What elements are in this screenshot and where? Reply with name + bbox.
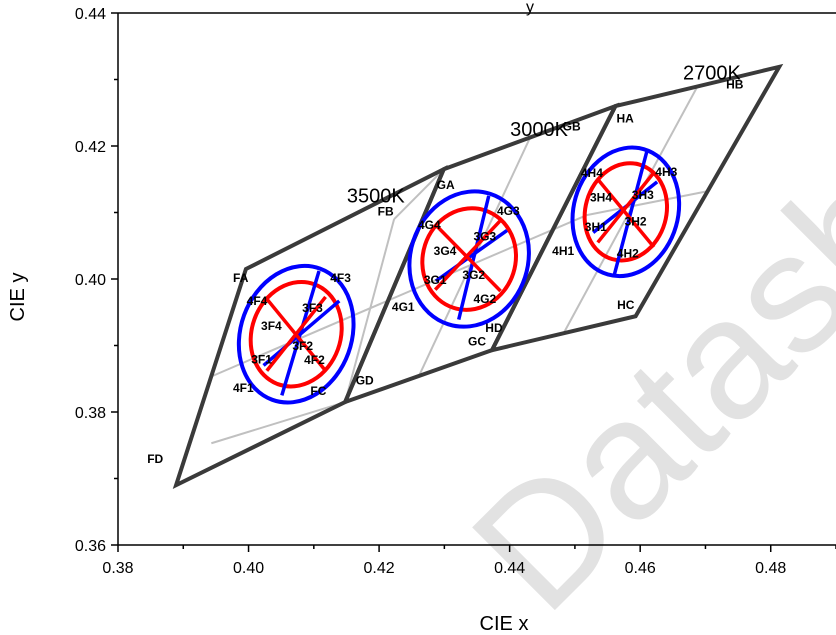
bin-label-3g2: 3G2 [462,268,485,282]
grid-line [210,214,588,378]
outer-cross-line [434,229,509,283]
bin-label-4f2: 4F2 [304,353,325,367]
bin-label-4g2: 4G2 [473,292,496,306]
outer-cross-line [612,151,649,277]
y-axis-title: CIE y [7,273,29,322]
bin-label-ha: HA [616,112,634,126]
x-tick-label: 0.38 [102,560,133,577]
inner-cross-line [596,178,656,249]
x-tick-label: 0.46 [625,560,656,577]
bin-label-4g4: 4G4 [418,218,441,232]
cct-label: 3000K [510,119,568,141]
bin-label-3g4: 3G4 [434,244,457,258]
bin-label-fc: FC [310,384,326,398]
x-axis-title: CIE x [480,613,529,635]
bin-label-gb: GB [563,120,581,134]
bin-label-3f1: 3F1 [251,352,272,366]
bin-label-hd: HD [485,321,503,335]
x-tick-label: 0.44 [494,560,525,577]
grid-line [393,168,445,220]
bin-label-4h1: 4H1 [552,244,574,258]
y-tick-label: 0.38 [75,405,106,422]
bin-label-fa: FA [233,271,249,285]
grid-line [344,218,396,403]
outer-ellipse [236,263,356,405]
bin-label-fb: FB [378,205,394,219]
bin-label-4h3: 4H3 [655,165,677,179]
bin-label-4f4: 4F4 [247,294,268,308]
y-tick-label: 0.36 [75,538,106,555]
inner-ellipse [582,161,670,263]
cct-label: 2700K [683,63,741,85]
bin-label-4h4: 4H4 [581,166,603,180]
bin-label-ga: GA [437,178,455,192]
grid-line [211,401,346,445]
bin-label-3f3: 3F3 [302,301,323,315]
bin-label-4g1: 4G1 [392,300,415,314]
ellipse-cross-lines [262,151,659,396]
outer-ellipse [570,145,682,279]
bin-label-4f3: 4F3 [330,271,351,285]
bin-label-3h4: 3H4 [590,191,612,205]
x-tick-label: 0.40 [233,560,264,577]
bin-label-3g1: 3G1 [424,273,447,287]
bin-labels: FA FB FC FD GA GB GC GD HA HB HC HD 4F1 4F2 4F3 4F4 3F1 3… [147,78,744,466]
bin-label-fd: FD [147,452,163,466]
x-axis-ticks: 0.38 0.40 0.42 0.44 0.46 0.48 [102,545,836,577]
bin-label-gc: GC [468,334,486,348]
bin-label-3f4: 3F4 [261,319,282,333]
inner-cross-line [433,219,502,291]
inner-cross-line [433,223,502,293]
bin-label-3g3: 3G3 [473,229,496,243]
chart-title-fragment: y [526,0,534,16]
bin-label-3h2: 3H2 [625,215,647,229]
bin-quadrangles [172,63,784,490]
outer-cross-line [457,195,491,320]
bin-label-hb: HB [726,78,744,92]
quadrangle-2700K [488,63,784,354]
bin-label-4f1: 4F1 [233,381,254,395]
outer-cross-line [280,270,321,396]
cct-label: 3500K [347,186,405,208]
x-tick-label: 0.48 [755,560,786,577]
inner-cross-line [265,297,327,372]
y-tick-label: 0.44 [75,6,106,23]
bin-label-3h1: 3H1 [585,220,607,234]
bin-label-3f2: 3F2 [292,339,313,353]
bin-label-4h2: 4H2 [617,247,639,261]
bin-label-gd: GD [356,374,374,388]
outer-ellipse [407,189,531,329]
x-tick-label: 0.42 [364,560,395,577]
inner-cross-line [596,171,656,244]
y-tick-label: 0.40 [75,272,106,289]
bin-label-4g3: 4G3 [497,204,520,218]
bin-label-3h3: 3H3 [632,188,654,202]
y-axis-ticks: 0.36 0.38 0.40 0.42 0.44 [75,6,118,555]
grid-line [586,190,708,217]
y-tick-label: 0.42 [75,139,106,156]
bin-label-hc: HC [617,298,635,312]
cct-labels: 3500K 3000K 2700K [347,63,742,208]
